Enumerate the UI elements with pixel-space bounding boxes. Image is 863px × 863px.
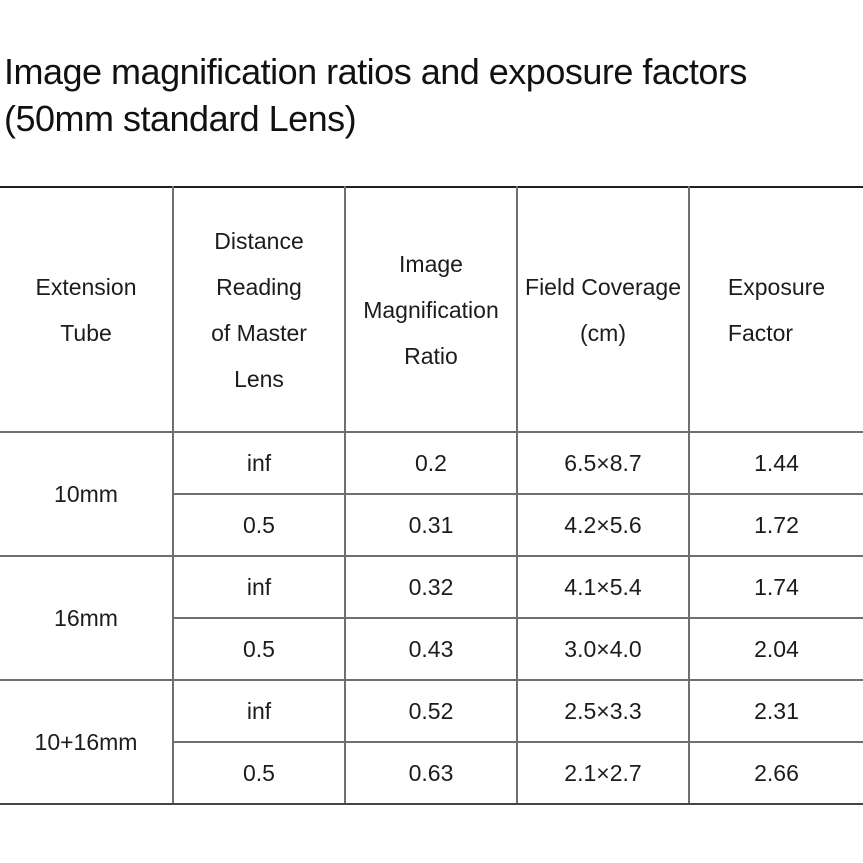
table-row: 0.5 0.31 4.2×5.6 1.72 bbox=[0, 494, 863, 557]
cell-extension-tube: 10+16mm bbox=[0, 680, 173, 805]
col-header-distance-reading: Distance Reading of Master Lens bbox=[172, 187, 345, 433]
cell-exposure-factor: 1.72 bbox=[688, 494, 863, 557]
page-title-line-2: (50mm standard Lens) bbox=[4, 98, 357, 139]
cell-magnification-ratio: 0.63 bbox=[344, 742, 517, 805]
cell-exposure-factor: 2.04 bbox=[688, 618, 863, 681]
cell-magnification-ratio: 0.43 bbox=[344, 618, 517, 681]
cell-distance-reading: 0.5 bbox=[172, 494, 345, 557]
header-line: Exposure bbox=[727, 273, 826, 300]
cell-extension-tube: 16mm bbox=[0, 556, 173, 681]
cell-magnification-ratio: 0.2 bbox=[344, 432, 517, 495]
cell-magnification-ratio: 0.32 bbox=[344, 556, 517, 619]
header-line: Lens bbox=[234, 365, 284, 392]
cell-field-coverage: 2.1×2.7 bbox=[516, 742, 689, 805]
col-header-exposure-factor: Exposure Factor bbox=[688, 187, 863, 433]
table-row: 0.5 0.63 2.1×2.7 2.66 bbox=[0, 742, 863, 805]
cell-magnification-ratio: 0.52 bbox=[344, 680, 517, 743]
header-line: (cm) bbox=[580, 319, 626, 346]
cell-distance-reading: 0.5 bbox=[172, 742, 345, 805]
cell-field-coverage: 3.0×4.0 bbox=[516, 618, 689, 681]
header-line: Factor bbox=[727, 319, 794, 346]
cell-exposure-factor: 1.74 bbox=[688, 556, 863, 619]
header-line: Tube bbox=[60, 319, 112, 346]
header-text-block: Exposure Factor bbox=[728, 264, 825, 356]
table-row: 10+16mm inf 0.52 2.5×3.3 2.31 bbox=[0, 680, 863, 805]
cell-distance-reading: 0.5 bbox=[172, 618, 345, 681]
col-header-field-coverage: Field Coverage (cm) bbox=[516, 187, 689, 433]
col-header-extension-tube: Extension Tube bbox=[0, 187, 173, 433]
table-row: 16mm inf 0.32 4.1×5.4 1.74 bbox=[0, 556, 863, 681]
col-header-image-magnification-ratio: Image Magnification Ratio bbox=[344, 187, 517, 433]
cell-extension-tube: 10mm bbox=[0, 432, 173, 557]
header-line: Image bbox=[399, 250, 463, 277]
cell-field-coverage: 4.1×5.4 bbox=[516, 556, 689, 619]
header-line: Magnification bbox=[363, 296, 499, 323]
header-line: Extension bbox=[35, 273, 137, 300]
magnification-exposure-table: Extension Tube Distance Reading of Maste… bbox=[0, 186, 863, 805]
cell-magnification-ratio: 0.31 bbox=[344, 494, 517, 557]
cell-field-coverage: 4.2×5.6 bbox=[516, 494, 689, 557]
cell-distance-reading: inf bbox=[172, 432, 345, 495]
header-line: of Master bbox=[211, 319, 307, 346]
cell-distance-reading: inf bbox=[172, 680, 345, 743]
header-line: Distance bbox=[214, 227, 304, 254]
cell-distance-reading: inf bbox=[172, 556, 345, 619]
table-row: 10mm inf 0.2 6.5×8.7 1.44 bbox=[0, 432, 863, 557]
cell-field-coverage: 2.5×3.3 bbox=[516, 680, 689, 743]
page-title-line-1: Image magnification ratios and exposure … bbox=[4, 51, 747, 92]
cell-field-coverage: 6.5×8.7 bbox=[516, 432, 689, 495]
table-row: 0.5 0.43 3.0×4.0 2.04 bbox=[0, 618, 863, 681]
header-row: Extension Tube Distance Reading of Maste… bbox=[0, 187, 863, 433]
header-line: Reading bbox=[216, 273, 302, 300]
cell-exposure-factor: 2.66 bbox=[688, 742, 863, 805]
header-line: Ratio bbox=[404, 342, 458, 369]
cell-exposure-factor: 1.44 bbox=[688, 432, 863, 495]
header-line: Field Coverage bbox=[525, 273, 681, 300]
page-title: Image magnification ratios and exposure … bbox=[4, 48, 747, 142]
cell-exposure-factor: 2.31 bbox=[688, 680, 863, 743]
